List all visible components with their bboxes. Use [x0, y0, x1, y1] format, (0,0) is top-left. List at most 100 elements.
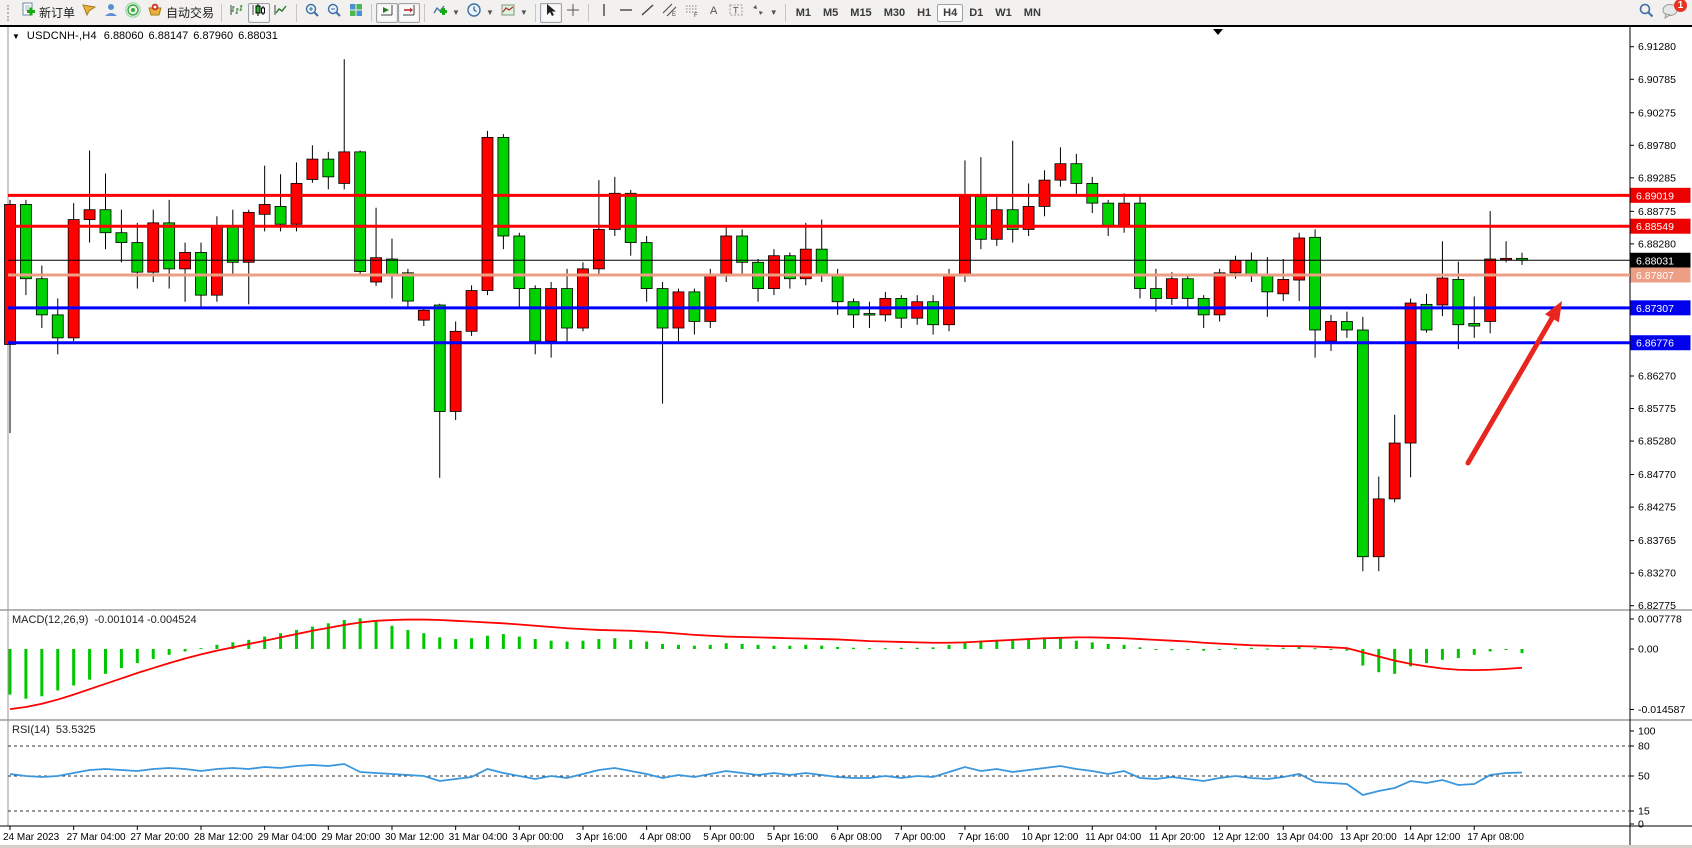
search-button[interactable]: [1635, 3, 1658, 23]
timeframe-m15[interactable]: M15: [850, 6, 872, 19]
svg-text:6.88775: 6.88775: [1638, 206, 1676, 218]
timeframe-h1[interactable]: H1: [917, 6, 932, 19]
trendline-button[interactable]: [637, 3, 659, 23]
toolbar-separator: [424, 3, 426, 22]
new-order-icon: [20, 2, 36, 23]
svg-text:7 Apr 00:00: 7 Apr 00:00: [894, 832, 946, 843]
svg-text:5 Apr 00:00: 5 Apr 00:00: [703, 832, 755, 843]
indicators-button[interactable]: ▼: [429, 3, 463, 23]
profile-icon: [103, 2, 119, 23]
fibonacci-button[interactable]: F: [681, 3, 703, 23]
macd-label: MACD(12,26,9) -0.001014 -0.004524: [12, 614, 197, 626]
svg-text:5 Apr 16:00: 5 Apr 16:00: [767, 832, 819, 843]
timeframe-d1[interactable]: D1: [969, 6, 984, 19]
svg-text:12 Apr 12:00: 12 Apr 12:00: [1213, 832, 1270, 843]
text-label-button[interactable]: T: [725, 3, 747, 23]
profile-button[interactable]: [100, 3, 122, 23]
svg-text:3 Apr 16:00: 3 Apr 16:00: [576, 832, 628, 843]
candlestick-chart-button[interactable]: [248, 2, 271, 23]
timeframe-m5[interactable]: M5: [823, 6, 839, 19]
svg-text:11 Apr 04:00: 11 Apr 04:00: [1085, 832, 1141, 843]
svg-text:0.00: 0.00: [1638, 643, 1659, 655]
svg-text:E: E: [672, 12, 676, 18]
macd-layer: [8, 618, 1524, 710]
candles-layer: [4, 59, 1528, 572]
hlines-layer: 6.89019 6.88549 6.88031 6.87807 6.87307 6.867…: [8, 187, 1691, 351]
toolbar-separator: [221, 3, 223, 22]
mql5-button[interactable]: [78, 3, 100, 23]
notifications-button[interactable]: 1: [1658, 0, 1687, 23]
crosshair-button[interactable]: [562, 3, 584, 23]
svg-text:6.91280: 6.91280: [1638, 41, 1676, 53]
timeframe-h4[interactable]: H4: [937, 3, 964, 22]
price-badge: [1630, 335, 1691, 351]
svg-text:6.82775: 6.82775: [1638, 600, 1676, 612]
svg-text:7 Apr 16:00: 7 Apr 16:00: [958, 832, 1010, 843]
svg-text:3 Apr 00:00: 3 Apr 00:00: [512, 832, 564, 843]
chevron-down-icon: ▼: [485, 8, 494, 17]
timeframe-w1[interactable]: W1: [995, 6, 1012, 19]
svg-text:0: 0: [1638, 819, 1644, 831]
rsi-value: 53.5325: [55, 724, 96, 736]
cursor-icon: [543, 2, 559, 23]
toolbar-grip[interactable]: [7, 4, 14, 21]
ohlc-close: 6.88031: [238, 30, 278, 42]
clock-icon: [466, 2, 482, 23]
text-label-icon: T: [728, 2, 744, 23]
periods-button[interactable]: ▼: [463, 3, 497, 23]
svg-text:6.87307: 6.87307: [1636, 303, 1674, 315]
svg-text:4 Apr 08:00: 4 Apr 08:00: [640, 832, 692, 843]
timeframe-m30[interactable]: M30: [883, 6, 906, 19]
svg-text:A: A: [710, 5, 718, 17]
cursor-button[interactable]: [539, 2, 562, 23]
chevron-down-icon: ▼: [452, 8, 460, 17]
toolbar: 新订单 自动交易: [0, 0, 1692, 25]
fibonacci-icon: F: [684, 2, 700, 23]
toolbar-separator: [534, 3, 536, 22]
auto-trading-label: 自动交易: [166, 6, 215, 20]
templates-button[interactable]: ▼: [497, 3, 531, 23]
timeframe-m1[interactable]: M1: [795, 6, 811, 19]
toolbar-separator: [296, 3, 298, 22]
price-badge: [1630, 267, 1691, 283]
price-badge: [1630, 218, 1691, 234]
tile-windows-icon: [348, 2, 364, 23]
arrows-icon: [750, 2, 766, 23]
signals-button[interactable]: [122, 2, 144, 23]
arrows-button[interactable]: ▼: [747, 3, 781, 23]
chart-shift-button[interactable]: [398, 2, 421, 23]
macd-signal-line: [9, 618, 1523, 710]
rsi-name: RSI(14): [12, 724, 50, 736]
notification-count-badge: 1: [1674, 0, 1687, 12]
line-chart-icon: [273, 2, 289, 23]
auto-trading-button[interactable]: 自动交易: [144, 3, 217, 23]
rsi-label: RSI(14) 53.5325: [12, 724, 96, 736]
text-button[interactable]: A: [703, 3, 725, 23]
svg-text:11 Apr 20:00: 11 Apr 20:00: [1149, 832, 1205, 843]
zoom-in-button[interactable]: [301, 3, 323, 23]
chart-title: ▼ USDCNH-,H4 6.88060 6.88147 6.87960 6.8…: [12, 30, 278, 42]
svg-text:14 Apr 12:00: 14 Apr 12:00: [1404, 832, 1461, 843]
zoom-out-button[interactable]: [323, 3, 345, 23]
toolbar-separator: [587, 3, 589, 22]
symbol-dropdown-icon[interactable]: ▼: [12, 31, 20, 41]
svg-text:10 Apr 12:00: 10 Apr 12:00: [1022, 832, 1079, 843]
toolbar-separator: [371, 3, 373, 22]
rsi-line: [9, 763, 1523, 796]
new-order-button[interactable]: 新订单: [17, 2, 78, 23]
signals-radar-icon: [125, 2, 141, 23]
line-chart-button[interactable]: [270, 3, 292, 23]
macd-name: MACD(12,26,9): [12, 614, 89, 626]
svg-text:100: 100: [1638, 726, 1656, 738]
timeframe-mn[interactable]: MN: [1023, 6, 1041, 19]
tile-windows-button[interactable]: [345, 3, 367, 23]
svg-text:29 Mar 04:00: 29 Mar 04:00: [258, 832, 317, 843]
equidistant-channel-button[interactable]: E: [659, 3, 681, 23]
svg-text:6.85280: 6.85280: [1638, 436, 1676, 448]
auto-scroll-button[interactable]: [376, 2, 399, 23]
vertical-line-button[interactable]: [593, 3, 615, 23]
vertical-line-icon: [596, 2, 612, 23]
horizontal-line-button[interactable]: [615, 3, 637, 23]
bar-chart-button[interactable]: [226, 3, 248, 23]
